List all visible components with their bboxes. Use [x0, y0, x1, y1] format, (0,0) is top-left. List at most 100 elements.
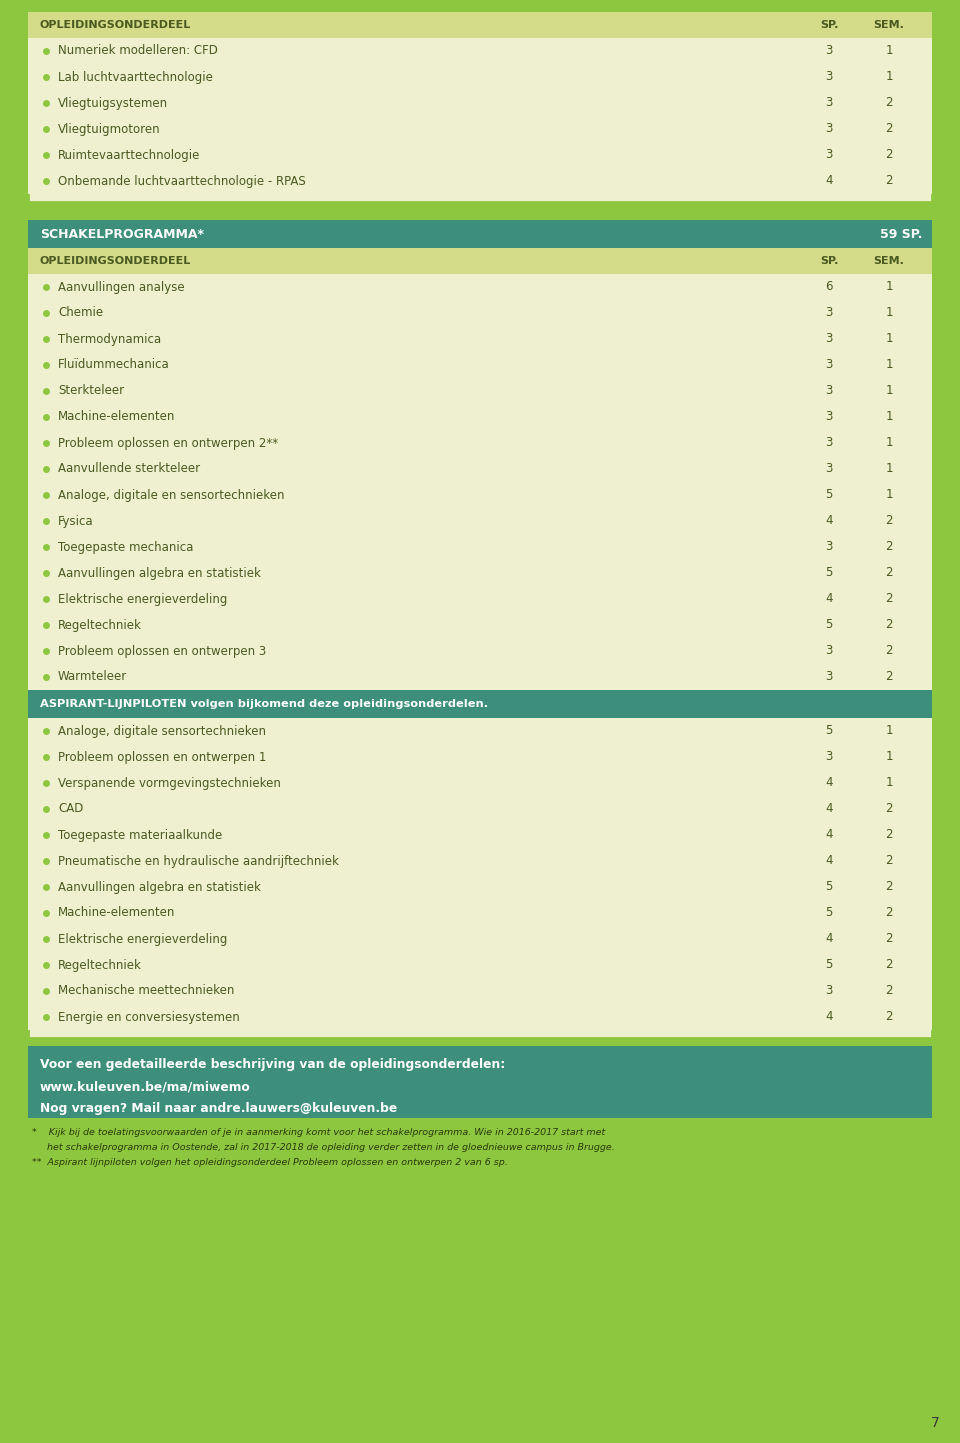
Text: Ruimtevaarttechnologie: Ruimtevaarttechnologie	[58, 149, 201, 162]
Bar	[28, 612, 932, 638]
Text: 4: 4	[826, 802, 832, 815]
Bar	[28, 326, 932, 352]
Text: Regeltechniek: Regeltechniek	[58, 958, 142, 971]
Text: Probleem oplossen en ontwerpen 1: Probleem oplossen en ontwerpen 1	[58, 750, 266, 763]
Text: OPLEIDINGSONDERDEEL: OPLEIDINGSONDERDEEL	[40, 255, 191, 266]
Bar	[28, 12, 932, 38]
Text: 4: 4	[826, 828, 832, 841]
Text: SP.: SP.	[820, 255, 838, 266]
Text: OPLEIDINGSONDERDEEL: OPLEIDINGSONDERDEEL	[40, 20, 191, 30]
Text: 2: 2	[885, 619, 893, 632]
Text: 1: 1	[885, 776, 893, 789]
Text: Lab luchtvaarttechnologie: Lab luchtvaarttechnologie	[58, 71, 213, 84]
Text: Fluïdummechanica: Fluïdummechanica	[58, 358, 170, 371]
Text: 3: 3	[826, 332, 832, 345]
Text: SEM.: SEM.	[874, 255, 904, 266]
Bar	[28, 978, 932, 1004]
Text: 5: 5	[826, 880, 832, 893]
Bar	[28, 300, 932, 326]
Text: 1: 1	[885, 463, 893, 476]
Text: 4: 4	[826, 515, 832, 528]
Bar	[28, 219, 932, 248]
Text: Fysica: Fysica	[58, 515, 94, 528]
Bar	[28, 352, 932, 378]
Text: 3: 3	[826, 750, 832, 763]
Text: 2: 2	[885, 515, 893, 528]
Text: 2: 2	[885, 1010, 893, 1023]
Bar	[28, 848, 932, 874]
Text: 3: 3	[826, 384, 832, 397]
Text: Aanvullingen algebra en statistiek: Aanvullingen algebra en statistiek	[58, 880, 261, 893]
Text: 6: 6	[826, 280, 832, 293]
Bar	[28, 508, 932, 534]
Text: Analoge, digitale sensortechnieken: Analoge, digitale sensortechnieken	[58, 724, 266, 737]
Text: **  Aspirant lijnpiloten volgen het opleidingsonderdeel Probleem oplossen en ont: ** Aspirant lijnpiloten volgen het oplei…	[32, 1157, 508, 1167]
Bar	[28, 926, 932, 952]
Text: 2: 2	[885, 984, 893, 997]
Text: Vliegtuigmotoren: Vliegtuigmotoren	[58, 123, 160, 136]
Text: Nog vragen? Mail naar andre.lauwers@kuleuven.be: Nog vragen? Mail naar andre.lauwers@kule…	[40, 1102, 397, 1115]
Text: Aanvullende sterkteleer: Aanvullende sterkteleer	[58, 463, 200, 476]
Text: CAD: CAD	[58, 802, 84, 815]
Bar	[28, 638, 932, 664]
Bar	[28, 771, 932, 797]
Text: 3: 3	[826, 358, 832, 371]
Bar	[28, 797, 932, 823]
Bar	[28, 115, 932, 141]
Text: ASPIRANT-LIJNPILOTEN volgen bijkomend deze opleidingsonderdelen.: ASPIRANT-LIJNPILOTEN volgen bijkomend de…	[40, 698, 488, 709]
Text: 1: 1	[885, 45, 893, 58]
Text: 5: 5	[826, 958, 832, 971]
Text: 2: 2	[885, 932, 893, 945]
Text: Elektrische energieverdeling: Elektrische energieverdeling	[58, 593, 228, 606]
Text: 1: 1	[885, 384, 893, 397]
Bar	[28, 664, 932, 690]
Bar	[28, 690, 932, 719]
Text: 7: 7	[931, 1416, 940, 1430]
Text: 4: 4	[826, 593, 832, 606]
Text: Energie en conversiesystemen: Energie en conversiesystemen	[58, 1010, 240, 1023]
Bar	[28, 900, 932, 926]
Text: Thermodynamica: Thermodynamica	[58, 332, 161, 345]
Bar	[28, 12, 932, 202]
Text: 3: 3	[826, 463, 832, 476]
Bar	[28, 63, 932, 89]
Text: Probleem oplossen en ontwerpen 3: Probleem oplossen en ontwerpen 3	[58, 645, 266, 658]
Text: Aanvullingen analyse: Aanvullingen analyse	[58, 280, 184, 293]
Text: 1: 1	[885, 306, 893, 319]
Text: 2: 2	[885, 645, 893, 658]
Text: Machine-elementen: Machine-elementen	[58, 410, 176, 423]
Text: 4: 4	[826, 776, 832, 789]
Text: 59 SP.: 59 SP.	[879, 228, 922, 241]
Bar	[28, 404, 932, 430]
Text: 4: 4	[826, 854, 832, 867]
Text: *    Kijk bij de toelatingsvoorwaarden of je in aanmerking komt voor het schakel: * Kijk bij de toelatingsvoorwaarden of j…	[32, 1128, 605, 1137]
Text: 1: 1	[885, 436, 893, 450]
Bar	[28, 823, 932, 848]
Text: 1: 1	[885, 489, 893, 502]
Text: 2: 2	[885, 854, 893, 867]
Text: Mechanische meettechnieken: Mechanische meettechnieken	[58, 984, 234, 997]
Text: Regeltechniek: Regeltechniek	[58, 619, 142, 632]
Text: 2: 2	[885, 880, 893, 893]
Bar	[28, 378, 932, 404]
Bar	[28, 219, 932, 1038]
Text: 3: 3	[826, 97, 832, 110]
Bar	[28, 534, 932, 560]
Bar	[28, 141, 932, 167]
Text: 2: 2	[885, 175, 893, 188]
Bar	[28, 430, 932, 456]
Text: Toegepaste mechanica: Toegepaste mechanica	[58, 541, 193, 554]
Text: Voor een gedetailleerde beschrijving van de opleidingsonderdelen:: Voor een gedetailleerde beschrijving van…	[40, 1058, 505, 1071]
Bar	[28, 1046, 932, 1118]
Text: Analoge, digitale en sensortechnieken: Analoge, digitale en sensortechnieken	[58, 489, 284, 502]
Text: 2: 2	[885, 958, 893, 971]
Text: 2: 2	[885, 671, 893, 684]
Bar	[28, 560, 932, 586]
Text: 2: 2	[885, 906, 893, 919]
Text: Probleem oplossen en ontwerpen 2**: Probleem oplossen en ontwerpen 2**	[58, 436, 278, 450]
Text: 3: 3	[826, 306, 832, 319]
Text: het schakelprogramma in Oostende, zal in 2017-2018 de opleiding verder zetten in: het schakelprogramma in Oostende, zal in…	[32, 1143, 614, 1152]
Text: 3: 3	[826, 436, 832, 450]
Text: 5: 5	[826, 906, 832, 919]
Text: 3: 3	[826, 671, 832, 684]
